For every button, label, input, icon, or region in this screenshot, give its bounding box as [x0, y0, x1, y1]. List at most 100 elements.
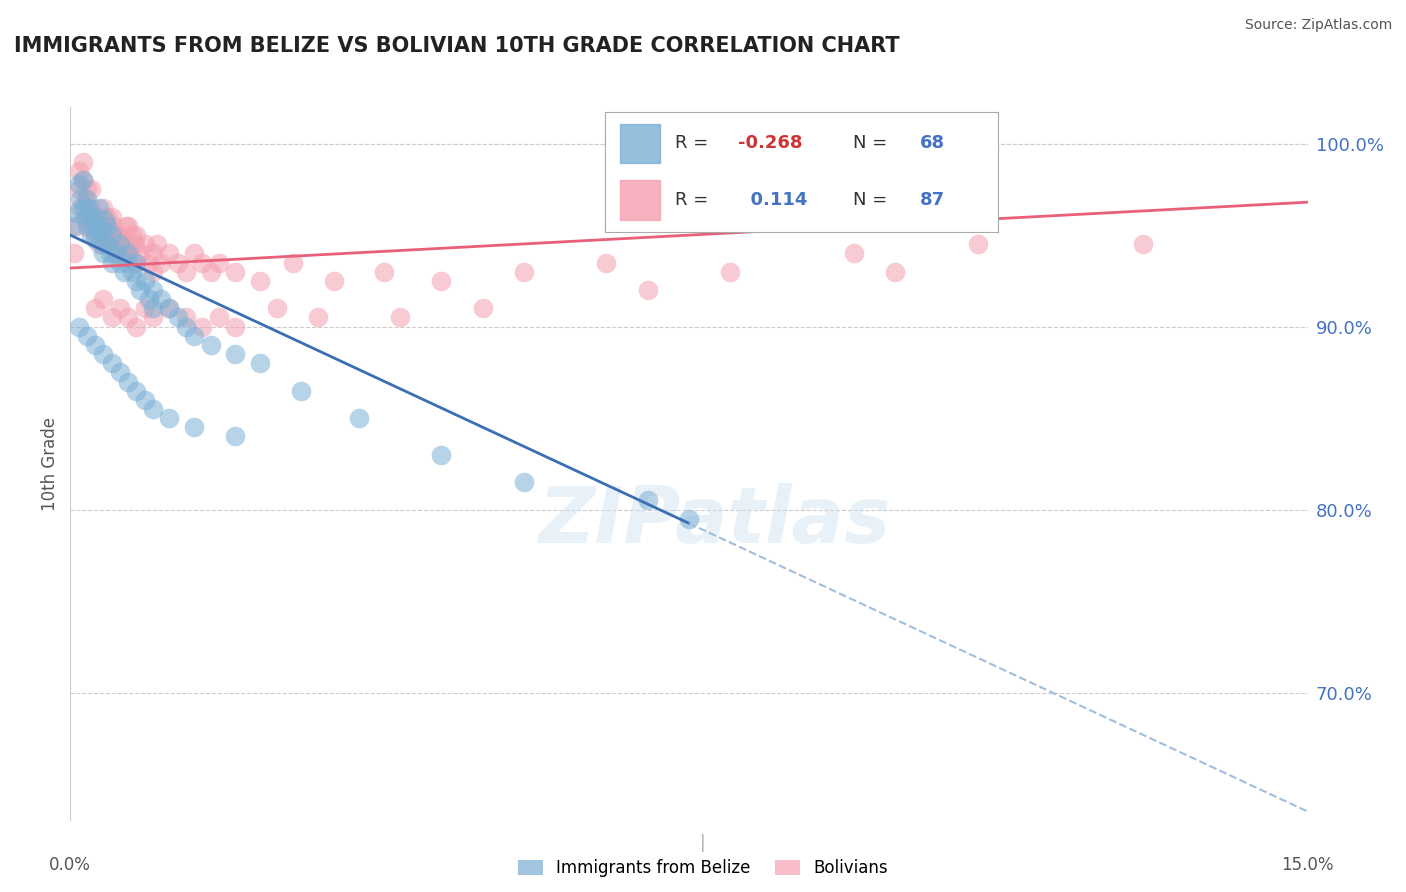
Bar	[620, 124, 659, 163]
Point	[118, 246, 141, 260]
Point	[471, 301, 494, 316]
Y-axis label: 10th Grade: 10th Grade	[41, 417, 59, 511]
Point	[80, 201, 103, 215]
Point	[91, 219, 114, 233]
Point	[166, 255, 188, 269]
Text: 0.0%: 0.0%	[49, 856, 91, 874]
Point	[72, 173, 94, 187]
Point	[115, 219, 138, 233]
Point	[174, 310, 197, 325]
Point	[290, 384, 312, 398]
Point	[142, 246, 165, 260]
Point	[91, 347, 114, 361]
Point	[72, 173, 94, 187]
Legend: Immigrants from Belize, Bolivians: Immigrants from Belize, Bolivians	[510, 853, 896, 884]
Point	[142, 310, 165, 325]
Point	[90, 237, 112, 252]
Point	[266, 301, 288, 316]
Point	[138, 255, 160, 269]
Point	[84, 301, 107, 316]
Point	[142, 265, 165, 279]
Point	[117, 246, 139, 260]
Point	[76, 192, 98, 206]
Point	[96, 237, 118, 252]
Point	[430, 274, 453, 288]
Point	[108, 301, 131, 316]
Point	[595, 255, 617, 269]
Point	[63, 246, 86, 260]
Point	[884, 265, 907, 279]
Text: ZIPatlas: ZIPatlas	[537, 483, 890, 559]
Point	[77, 201, 100, 215]
Point	[121, 228, 143, 243]
Point	[91, 201, 114, 215]
Point	[104, 228, 127, 243]
Point	[249, 356, 271, 370]
Point	[104, 246, 127, 260]
Point	[200, 265, 222, 279]
Point	[125, 319, 148, 334]
Point	[637, 493, 659, 508]
Point	[69, 192, 91, 206]
Bar	[620, 180, 659, 219]
Point	[67, 164, 90, 178]
Point	[117, 255, 139, 269]
Point	[91, 224, 114, 238]
Point	[183, 328, 205, 343]
Point	[150, 292, 173, 306]
Point	[76, 182, 98, 196]
Point	[323, 274, 346, 288]
Point	[100, 210, 122, 224]
Point	[96, 210, 118, 224]
Point	[80, 210, 103, 224]
Point	[678, 512, 700, 526]
Point	[66, 219, 89, 233]
Point	[150, 255, 173, 269]
Point	[200, 338, 222, 352]
Point	[82, 219, 104, 233]
Point	[89, 228, 111, 243]
Point	[121, 265, 143, 279]
Point	[84, 228, 107, 243]
Point	[84, 338, 107, 352]
Text: IMMIGRANTS FROM BELIZE VS BOLIVIAN 10TH GRADE CORRELATION CHART: IMMIGRANTS FROM BELIZE VS BOLIVIAN 10TH …	[14, 36, 900, 55]
Point	[86, 219, 108, 233]
Text: 68: 68	[920, 135, 945, 153]
Point	[966, 237, 988, 252]
Point	[224, 429, 246, 443]
Point	[157, 301, 180, 316]
Point	[89, 237, 111, 252]
Point	[67, 182, 90, 196]
Point	[373, 265, 395, 279]
Point	[76, 219, 98, 233]
Point	[80, 182, 103, 196]
Point	[67, 319, 90, 334]
Text: |: |	[700, 834, 706, 852]
Point	[108, 237, 131, 252]
Point	[146, 237, 169, 252]
Point	[117, 219, 139, 233]
Point	[174, 319, 197, 334]
Point	[67, 177, 90, 191]
Point	[142, 301, 165, 316]
Point	[117, 375, 139, 389]
Point	[124, 237, 146, 252]
Text: Source: ZipAtlas.com: Source: ZipAtlas.com	[1244, 18, 1392, 32]
Point	[637, 283, 659, 297]
Point	[718, 265, 741, 279]
Point	[96, 219, 118, 233]
Point	[94, 228, 117, 243]
Point	[183, 246, 205, 260]
Point	[174, 265, 197, 279]
Text: 87: 87	[920, 191, 945, 209]
Point	[191, 319, 214, 334]
Point	[66, 206, 89, 220]
Point	[224, 319, 246, 334]
Point	[134, 301, 156, 316]
Point	[1132, 237, 1154, 252]
Point	[86, 219, 108, 233]
Point	[75, 192, 97, 206]
Text: -0.268: -0.268	[738, 135, 803, 153]
Point	[249, 274, 271, 288]
Point	[98, 228, 121, 243]
